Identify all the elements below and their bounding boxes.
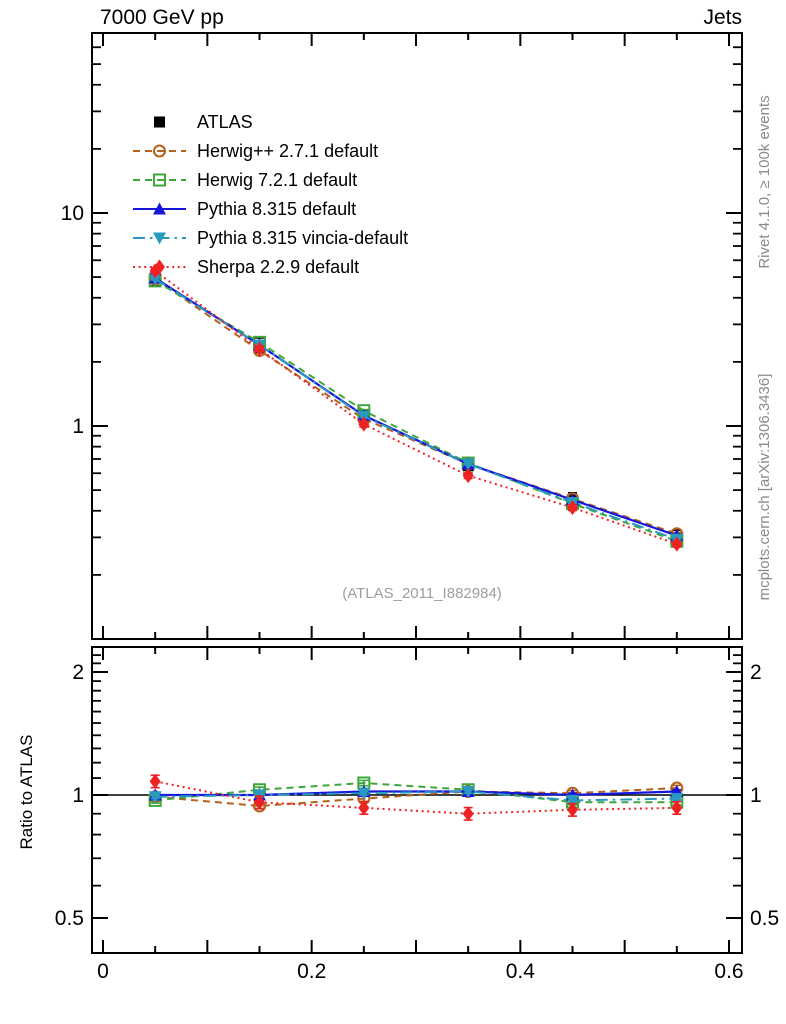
y-axis-tick-label: 0.5 bbox=[750, 907, 779, 930]
analysis-id-watermark: (ATLAS_2011_I882984) bbox=[342, 585, 502, 602]
legend-marker bbox=[154, 259, 165, 275]
series-line-ratio bbox=[154, 780, 677, 815]
y-axis-tick-label: 2 bbox=[750, 661, 762, 684]
legend-entry: ATLAS bbox=[154, 112, 253, 132]
x-axis-tick-label: 0.2 bbox=[297, 960, 326, 983]
main-panel-frame bbox=[91, 32, 743, 640]
x-axis-tick-label: 0.4 bbox=[506, 960, 536, 983]
y-axis-tick-label: 1 bbox=[750, 784, 762, 807]
mcplots-arxiv-note: mcplots.cern.ch [arXiv:1306.3436] bbox=[756, 373, 773, 601]
series-line-ratio bbox=[155, 781, 677, 804]
legend-label: Sherpa 2.2.9 default bbox=[197, 257, 359, 277]
data-point-marker bbox=[357, 787, 371, 800]
y-axis-tick-label: 1 bbox=[72, 415, 84, 438]
legend-marker bbox=[153, 202, 166, 215]
data-point-marker bbox=[254, 794, 265, 810]
ratio-axis-label: Ratio to ATLAS bbox=[17, 734, 36, 850]
legend-entry: Herwig 7.2.1 default bbox=[133, 170, 357, 190]
data-point-marker bbox=[148, 791, 162, 804]
series-line-main bbox=[154, 270, 678, 546]
data-point-marker bbox=[670, 793, 684, 806]
data-point-marker bbox=[566, 794, 579, 807]
data-point-marker bbox=[358, 800, 370, 816]
legend-entry: Herwig++ 2.7.1 default bbox=[133, 141, 378, 161]
legend-label: ATLAS bbox=[197, 112, 253, 132]
y-axis-tick-label: 2 bbox=[72, 661, 84, 684]
data-point-marker bbox=[462, 468, 474, 484]
analysis-group-title: Jets bbox=[703, 6, 742, 29]
legend-entry: Pythia 8.315 vincia-default bbox=[133, 228, 408, 248]
ratio-panel-frame bbox=[91, 646, 743, 954]
data-point-marker bbox=[567, 802, 578, 818]
series-line-main bbox=[154, 278, 678, 535]
x-axis-tick-label: 0 bbox=[97, 960, 109, 983]
legend-label: Herwig++ 2.7.1 default bbox=[197, 141, 378, 161]
legend-entry: Pythia 8.315 default bbox=[133, 199, 356, 219]
series-line-main bbox=[154, 278, 678, 541]
data-point-marker bbox=[671, 800, 683, 816]
legend-label: Herwig 7.2.1 default bbox=[197, 170, 357, 190]
legend: ATLAS Herwig++ 2.7.1 default Herwig 7.2.1 … bbox=[133, 112, 408, 277]
data-point-marker bbox=[149, 773, 161, 789]
y-axis-tick-label: 1 bbox=[72, 784, 84, 807]
legend-label: Pythia 8.315 default bbox=[197, 199, 356, 219]
y-axis-tick-label: 10 bbox=[61, 202, 84, 225]
data-point-marker bbox=[671, 536, 683, 552]
legend-marker bbox=[153, 232, 166, 245]
x-axis-tick-label: 0.6 bbox=[714, 960, 743, 983]
rivet-version-note: Rivet 4.1.0, ≥ 100k events bbox=[756, 95, 773, 269]
data-point-marker bbox=[254, 341, 265, 357]
data-point-marker bbox=[461, 458, 475, 471]
legend-marker bbox=[153, 144, 166, 158]
series-line-ratio bbox=[155, 787, 677, 807]
beam-title: 7000 GeV pp bbox=[100, 6, 224, 29]
series-line-main bbox=[154, 277, 678, 537]
series-line-ratio bbox=[155, 790, 677, 802]
legend-marker bbox=[154, 116, 165, 128]
series-line-main bbox=[154, 280, 678, 543]
data-point-marker bbox=[358, 416, 370, 432]
series-line-ratio bbox=[155, 790, 677, 797]
data-point-marker bbox=[462, 806, 474, 822]
y-axis-tick-label: 0.5 bbox=[55, 907, 84, 930]
legend-label: Pythia 8.315 vincia-default bbox=[197, 228, 408, 248]
legend-marker bbox=[153, 173, 166, 187]
data-point-marker bbox=[148, 273, 162, 286]
data-point-marker bbox=[461, 785, 475, 798]
legend-entry: Sherpa 2.2.9 default bbox=[133, 257, 359, 277]
data-point-marker bbox=[567, 500, 578, 516]
